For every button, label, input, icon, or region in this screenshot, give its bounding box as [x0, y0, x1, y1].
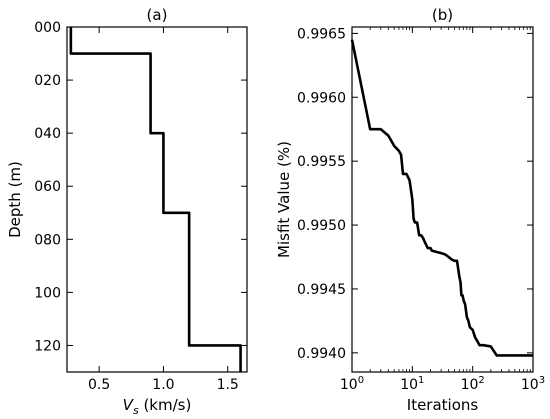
x-axis-label-unit: (km/s) [139, 396, 192, 414]
x-tick-label: 103 [521, 375, 545, 393]
plot-frame [66, 26, 248, 373]
y-axis-label: Depth (m) [6, 161, 24, 238]
x-tick-exponent: 0 [358, 375, 364, 386]
y-tick-label: 0.9960 [297, 90, 346, 106]
y-tick-label: 020 [34, 73, 61, 89]
y-tick-label: 0.9940 [297, 346, 346, 362]
series-line [350, 39, 533, 357]
x-tick-label: 101 [400, 375, 424, 393]
x-axis-label: Iterations [407, 396, 479, 414]
panel-b-misfit-curve: (b)100 101 102 1030.99400.99450.99500.99550… [275, 6, 545, 414]
x-tick-label: 0.5 [88, 377, 110, 393]
x-axis-label: Vs (km/s) [123, 396, 192, 417]
series-line [69, 27, 242, 372]
chart-title: (b) [432, 6, 453, 24]
chart-title: (a) [147, 6, 168, 24]
plot-frame [351, 26, 534, 373]
y-tick-label: 100 [34, 285, 61, 301]
x-tick-exponent: 2 [478, 375, 484, 386]
y-axis-label: Misfit Value (%) [275, 141, 293, 258]
y-tick-label: 0.9965 [297, 26, 346, 42]
x-tick-label: 1.5 [217, 377, 239, 393]
y-tick-label: 000 [34, 20, 61, 36]
x-axis-label-symbol: V [123, 396, 135, 414]
y-tick-label: 040 [34, 126, 61, 142]
panel-a-velocity-profile: (a) 0.5 1.0 1.5 000 020 040 060 080 100 120 Vs (km/… [6, 6, 248, 417]
y-tick-label: 060 [34, 179, 61, 195]
y-tick-label: 0.9945 [297, 282, 346, 298]
y-tick-label: 080 [34, 232, 61, 248]
y-tick-label: 0.9955 [297, 154, 346, 170]
x-tick-label: 1.0 [152, 377, 174, 393]
x-tick-exponent: 1 [418, 375, 424, 386]
y-tick-label: 120 [34, 338, 61, 354]
x-tick-label: 100 [340, 375, 364, 393]
y-tick-label: 0.9950 [297, 218, 346, 234]
x-tick-label: 102 [461, 375, 485, 393]
x-axis-label-subscript: s [133, 404, 139, 417]
x-tick-exponent: 3 [539, 375, 545, 386]
